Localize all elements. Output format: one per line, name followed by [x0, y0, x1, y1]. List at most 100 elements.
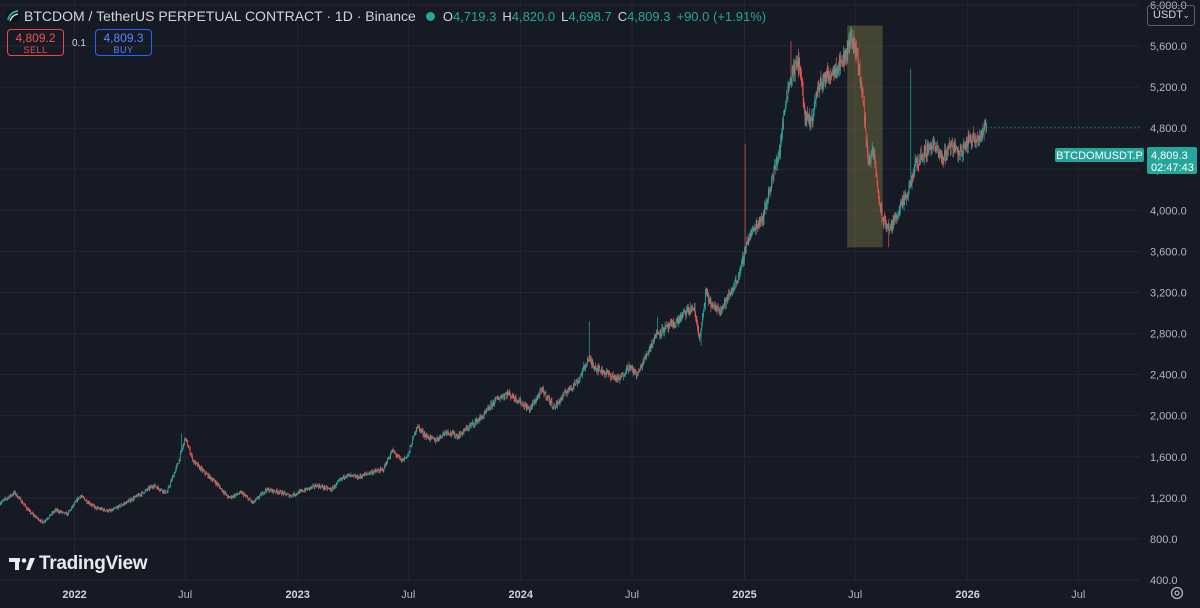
candle-body	[184, 438, 186, 440]
candle-body	[810, 120, 812, 126]
candle-body	[916, 162, 918, 169]
candle-body	[815, 99, 816, 101]
candle-body	[570, 388, 572, 390]
candle-body	[401, 458, 403, 462]
candle-body	[351, 475, 353, 476]
candle-body	[787, 86, 789, 98]
candle-body	[354, 475, 356, 478]
candle-body	[288, 494, 290, 497]
candle-body	[404, 457, 406, 460]
candle-body	[631, 366, 632, 367]
candle-body	[558, 401, 560, 403]
candle-body	[366, 473, 368, 475]
candle-body	[934, 143, 936, 149]
candle-body	[584, 365, 586, 368]
candle-body	[748, 237, 750, 241]
candle-body	[214, 479, 215, 482]
candle-body	[602, 372, 604, 374]
candle-body	[944, 150, 946, 152]
buy-button[interactable]: 4,809.3 BUY	[95, 29, 152, 56]
candle-body	[813, 113, 814, 117]
candle-body	[610, 376, 612, 379]
candle-body	[799, 68, 801, 69]
candle-body	[486, 409, 488, 411]
candle-body	[146, 489, 148, 490]
candle-body	[474, 421, 476, 426]
candle-body	[819, 78, 821, 88]
candle-body	[147, 488, 149, 490]
candle-body	[203, 470, 205, 472]
candle-body	[409, 450, 410, 452]
time-axis[interactable]: 2022 Jul 2023 Jul 2024 Jul 2025 Jul 2026 Jul	[62, 589, 1085, 601]
candle-body	[529, 409, 531, 412]
candle-body	[157, 486, 159, 489]
candle-body	[563, 392, 565, 396]
tradingview-logo[interactable]: TradingView	[9, 553, 148, 575]
candle-body	[11, 494, 13, 496]
symbol-title[interactable]: BTCDOM / TetherUS PERPETUAL CONTRACT · 1…	[24, 8, 416, 24]
candle-body	[170, 482, 171, 486]
candle-body	[629, 365, 630, 371]
price-axis[interactable]: 400.0800.01,200.01,600.02,000.02,400.02,…	[1150, 0, 1187, 587]
candle-body	[448, 434, 450, 435]
candle-body	[674, 324, 676, 328]
candle-body	[722, 306, 723, 310]
candle-body	[106, 509, 108, 511]
candle-body	[215, 482, 217, 485]
candle-body	[42, 521, 44, 524]
candle-body	[911, 181, 912, 185]
candle-body	[868, 157, 869, 159]
candle-body	[510, 396, 512, 398]
candle-body	[562, 397, 563, 399]
candle-body	[594, 367, 596, 368]
highlight-rectangle[interactable]	[847, 25, 883, 248]
candle-body	[447, 430, 449, 433]
currency-selector[interactable]: USDT ⌄	[1147, 5, 1195, 26]
y-tick-label: 5,200.0	[1150, 82, 1187, 94]
candle-body	[99, 508, 100, 510]
candle-body	[132, 499, 133, 501]
candle-body	[613, 376, 615, 379]
candle-body	[385, 463, 387, 465]
candle-body	[193, 460, 195, 463]
candle-body	[699, 336, 701, 338]
y-tick-label: 2,400.0	[1150, 370, 1187, 382]
candle-body	[643, 360, 645, 364]
candle-body	[733, 288, 734, 290]
candle-body	[691, 308, 693, 312]
candle-body	[739, 268, 741, 272]
candle-body	[270, 489, 272, 490]
candle-body	[324, 486, 325, 489]
candle-body	[226, 493, 228, 496]
candle-body	[731, 291, 733, 294]
candle-body	[302, 490, 303, 492]
candle-body	[27, 508, 29, 511]
sell-button[interactable]: 4,809.2 SELL	[7, 29, 64, 56]
candle-body	[271, 489, 273, 492]
order-quantity[interactable]: 0.1	[72, 38, 86, 49]
candle-body	[316, 484, 318, 488]
candle-body	[0, 503, 1, 505]
candle-body	[601, 368, 602, 373]
candle-body	[435, 439, 437, 442]
y-tick-label: 6,000.0	[1150, 0, 1187, 12]
candle-body	[57, 509, 58, 512]
candle-body	[653, 339, 655, 341]
candle-body	[180, 451, 182, 454]
candle-body	[303, 491, 305, 492]
candle-body	[76, 499, 78, 502]
candle-body	[801, 71, 802, 81]
candle-body	[257, 497, 259, 499]
candle-body	[876, 173, 877, 177]
gear-icon[interactable]	[1169, 585, 1185, 601]
candle-body	[539, 391, 541, 397]
candle-body	[73, 504, 75, 506]
candle-body	[187, 441, 189, 447]
candle-body	[726, 297, 728, 301]
candle-body	[365, 473, 366, 475]
candle-body	[352, 474, 354, 476]
candle-body	[179, 453, 181, 460]
candle-body	[938, 152, 940, 155]
candle-body	[261, 492, 263, 494]
